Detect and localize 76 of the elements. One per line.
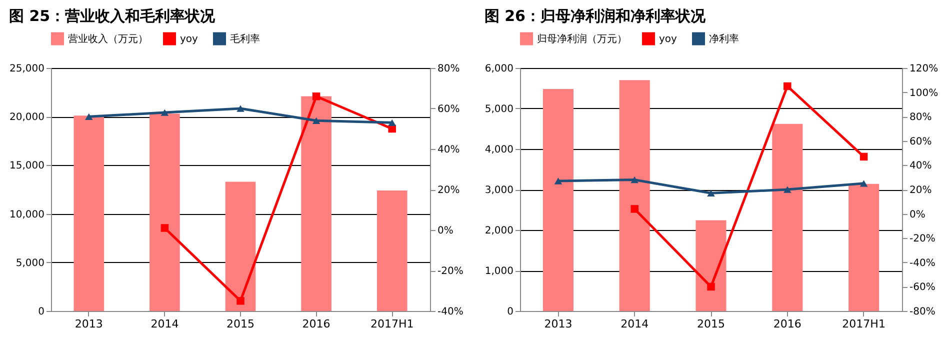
point (630, 176, 638, 184)
y2-tick-label: 60% (909, 136, 932, 148)
y-tick-label: 0 (38, 306, 44, 318)
x-tick-label: 2013 (74, 318, 103, 330)
bar (150, 114, 180, 311)
legend-label: 毛利率 (230, 32, 260, 45)
x-tick-label: 2013 (544, 318, 572, 330)
y2-tick-label: 40% (909, 160, 932, 172)
y2-tick-label: 0% (909, 209, 925, 220)
legend-label: 净利率 (708, 32, 738, 45)
legend-label: 归母净利润（万元） (536, 32, 626, 45)
point (160, 109, 169, 116)
legend-label: 营业收入（万元） (68, 32, 148, 45)
x-tick-label: 2014 (150, 318, 179, 330)
x-tick-label: 2016 (772, 318, 801, 330)
x-tick-label: 2016 (302, 318, 330, 330)
y2-tick-label: -20% (438, 266, 464, 277)
y2-tick-label: 60% (438, 104, 460, 115)
point (630, 205, 638, 213)
y-tick-label: 20,000 (10, 112, 44, 124)
bar (772, 124, 802, 311)
bar (225, 182, 256, 311)
y2-tick-label: 120% (909, 64, 938, 74)
y-tick-label: 6,000 (484, 64, 513, 74)
legend-label: yoy (180, 34, 198, 45)
point (783, 82, 791, 90)
chart-title: 图 25：营业收入和毛利率状况 (9, 7, 216, 25)
y-tick-label: 1,000 (484, 266, 513, 277)
y2-tick-label: 40% (438, 144, 460, 156)
y2-tick-label: 0% (438, 226, 454, 236)
point (312, 117, 320, 124)
y2-tick-label: 20% (438, 185, 460, 196)
bar (695, 220, 726, 311)
point (706, 190, 714, 196)
y2-tick-label: -40% (438, 306, 464, 318)
y2-tick-label: 20% (909, 185, 932, 196)
x-tick-label: 2017H1 (370, 318, 414, 330)
y-tick-label: 15,000 (10, 160, 44, 172)
y-tick-label: 4,000 (484, 144, 513, 156)
y2-tick-label: -40% (909, 258, 935, 269)
point (312, 92, 320, 100)
y2-tick-label: -60% (909, 282, 935, 294)
y2-tick-label: -80% (909, 306, 935, 318)
x-tick-label: 2014 (620, 318, 648, 330)
point (160, 224, 169, 232)
bar (301, 96, 332, 311)
point (236, 297, 244, 305)
point (859, 152, 868, 161)
bar (542, 89, 573, 311)
chart-title: 图 26：归母净利润和净利率状况 (484, 7, 706, 25)
y2-tick-label: 80% (909, 112, 932, 124)
point (85, 113, 93, 120)
bar (376, 190, 408, 311)
bar (74, 116, 104, 311)
y-tick-label: 3,000 (484, 185, 513, 196)
y2-tick-label: -20% (909, 234, 935, 245)
x-tick-label: 2017H1 (842, 318, 885, 330)
legend-label: yoy (658, 34, 677, 45)
point (706, 282, 714, 291)
y-tick-label: 10,000 (10, 209, 44, 220)
point (859, 180, 868, 187)
y2-tick-label: 100% (909, 88, 938, 99)
x-tick-label: 2015 (226, 318, 254, 330)
point (783, 186, 791, 193)
point (388, 119, 396, 126)
y-tick-label: 2,000 (484, 226, 513, 236)
x-tick-label: 2015 (696, 318, 724, 330)
y-tick-label: 25,000 (10, 64, 44, 74)
y-tick-label: 5,000 (16, 258, 44, 269)
y2-tick-label: 80% (438, 64, 460, 74)
y-tick-label: 0 (506, 306, 513, 318)
bar (618, 80, 650, 311)
point (554, 178, 562, 184)
point (236, 105, 244, 112)
bar (848, 184, 879, 311)
y-tick-label: 5,000 (484, 104, 513, 115)
